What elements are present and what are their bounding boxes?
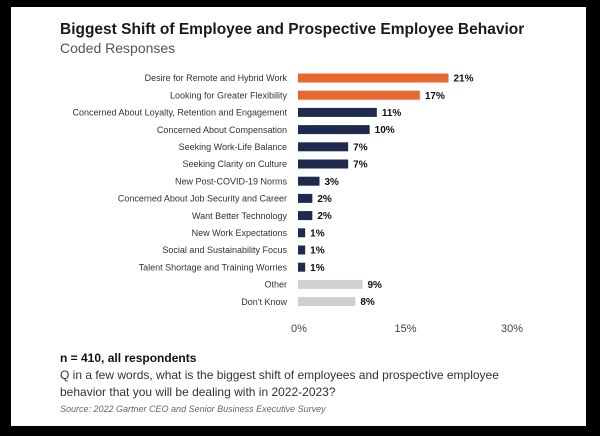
category-label: Concerned About Loyalty, Retention and E… [73,108,288,118]
bar [298,193,313,203]
x-tick-label: 30% [501,323,523,335]
x-tick-label: 0% [291,323,307,335]
value-label: 7% [353,160,368,171]
value-label: 7% [353,142,368,153]
value-label: 1% [310,228,325,239]
x-tick-label: 15% [394,323,416,335]
category-label: Other [264,280,287,290]
value-label: 17% [425,91,445,102]
bar [298,142,349,152]
value-label: 3% [325,177,340,188]
value-label: 9% [368,280,383,291]
bar [298,262,306,272]
chart-subtitle: Coded Responses [60,40,176,56]
value-label: 10% [375,125,395,136]
value-label: 1% [310,246,325,257]
bar [298,159,349,169]
sample-size-note: n = 410, all respondents [60,351,197,365]
bar [298,279,363,289]
bar [298,73,449,83]
bar-chart: Desire for Remote and Hybrid Work 21% Look… [73,73,524,335]
value-label: 2% [317,194,332,205]
value-label: 21% [454,74,474,85]
category-label: Social and Sustainability Focus [162,245,287,255]
category-label: New Work Expectations [192,228,288,238]
bar [298,107,377,117]
bar [298,245,306,255]
bar [298,90,420,100]
bar [298,297,356,307]
source-note: Source: 2022 Gartner CEO and Senior Busi… [60,404,326,414]
value-label: 1% [310,263,325,274]
value-label: 11% [382,108,402,119]
category-label: Seeking Work-Life Balance [179,142,287,152]
category-label: Concerned About Job Security and Career [118,194,287,204]
bar [298,228,306,238]
category-label: Looking for Greater Flexibility [170,90,288,100]
category-label: Seeking Clarity on Culture [182,159,287,169]
survey-question: Q in a few words, what is the biggest sh… [60,368,499,399]
category-label: Concerned About Compensation [157,125,287,135]
category-label: Don't Know [241,297,287,307]
bar [298,125,370,135]
category-label: Talent Shortage and Training Worries [139,262,288,272]
category-label: Desire for Remote and Hybrid Work [145,73,288,83]
bar [298,211,313,221]
value-label: 2% [317,211,332,222]
category-label: New Post-COVID-19 Norms [175,176,288,186]
category-label: Want Better Technology [192,211,288,221]
chart-card: Biggest Shift of Employee and Prospectiv… [11,7,586,426]
chart-title: Biggest Shift of Employee and Prospectiv… [60,21,525,38]
bar [298,176,320,186]
value-label: 8% [360,297,375,308]
